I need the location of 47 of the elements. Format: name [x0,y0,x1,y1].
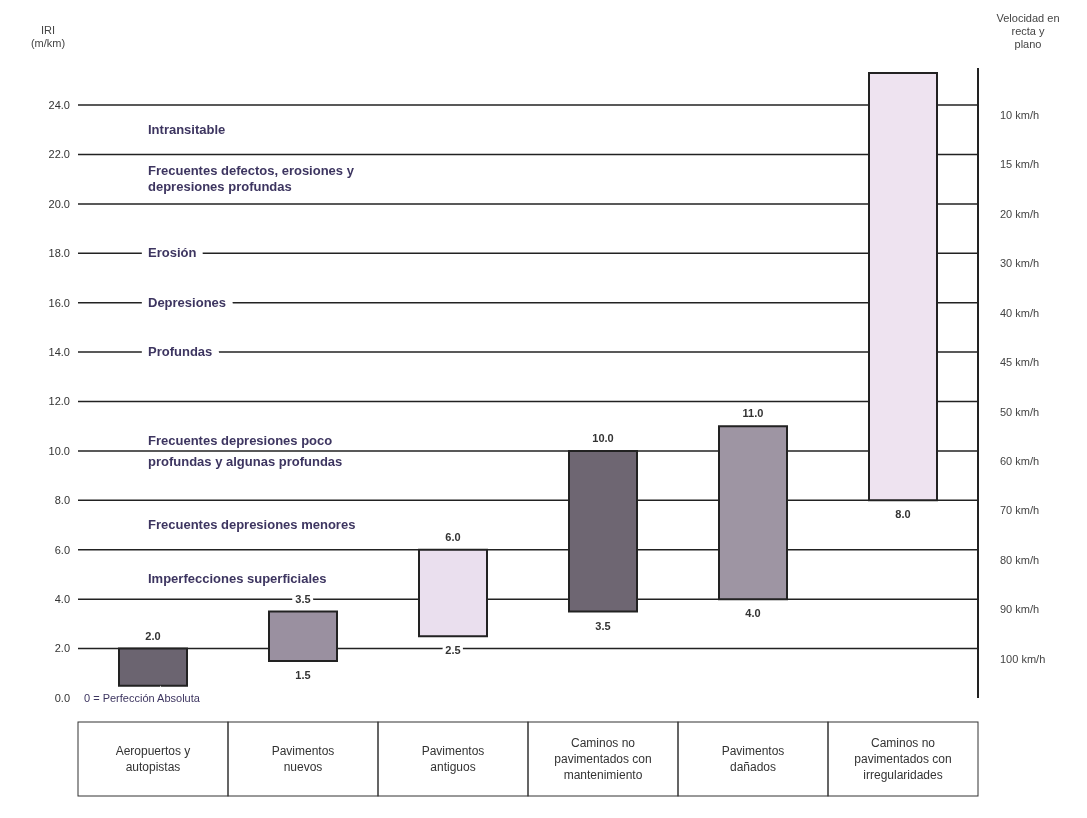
annotation: 10.0 [592,431,614,444]
ref-line-label: 70 km/h [1000,504,1040,517]
x-tick-label: Caminos no pavimentados con mantenimiento [554,736,652,782]
annotation: Intransitable [148,121,226,137]
y-tick-label: 14.0 [48,346,70,359]
y-tick-label: 10.0 [48,444,70,457]
y-tick-label: 24.0 [48,98,70,111]
ref-line-label: 15 km/h [1000,158,1040,171]
annotation: Frecuentes defectos, erosiones y depresiones profundas [148,163,355,195]
x-tick-label: Pavimentos antiguos [421,744,485,774]
annotation: Frecuentes depresiones poco profundas y algunas profundas [148,432,343,469]
x-tick-label: Pavimentos nuevos [271,744,335,774]
ref-line-label: 90 km/h [1000,603,1040,616]
y-tick-label: 18.0 [48,247,70,260]
ref-line-label: 45 km/h [1000,356,1040,369]
ref-line-label: 80 km/h [1000,553,1040,566]
x-tick-label: Aeropuertos y autopistas [115,744,191,774]
ref-line-label: 20 km/h [1000,207,1040,220]
ref-line-label: 30 km/h [1000,257,1040,270]
annotation: 3.5 [595,619,611,632]
annotation: Frecuentes depresiones menores [148,517,356,533]
text: Velocidad en recta y plano [996,12,1060,50]
annotation: 0 = Perfección Absoluta [84,692,201,704]
ref-line-label: 100 km/h [1000,652,1046,665]
annotation: 2.0 [145,629,161,642]
y-tick-label: 6.0 [54,543,70,556]
ref-line-label: 60 km/h [1000,454,1040,467]
x-tick-label: Pavimentos dañados [721,744,785,774]
y-tick-label: 12.0 [48,395,70,408]
y-tick-label: 20.0 [48,197,70,210]
annotation: 8.0 [895,508,911,521]
x-tick-label: Caminos no pavimentados con irregularidades [854,736,952,782]
ref-line-label: 50 km/h [1000,405,1040,418]
annotation: 11.0 [742,407,764,420]
ref-line-label: 10 km/h [1000,109,1040,122]
ref-line-label: 40 km/h [1000,306,1040,319]
y-tick-label: 16.0 [48,296,70,309]
y-tick-label: 2.0 [54,642,70,655]
y-tick-label: 8.0 [54,494,70,507]
annotation: Imperfecciones superficiales [148,571,327,587]
annotation: 1.5 [295,668,311,681]
y-tick-label: 0.0 [54,691,70,704]
y-axis-title: IRI (m/km) [30,24,66,49]
annotation: 4.0 [745,607,761,620]
y-tick-label: 22.0 [48,148,70,161]
annotation: 6.0 [445,530,461,543]
y-tick-label: 4.0 [54,593,70,606]
